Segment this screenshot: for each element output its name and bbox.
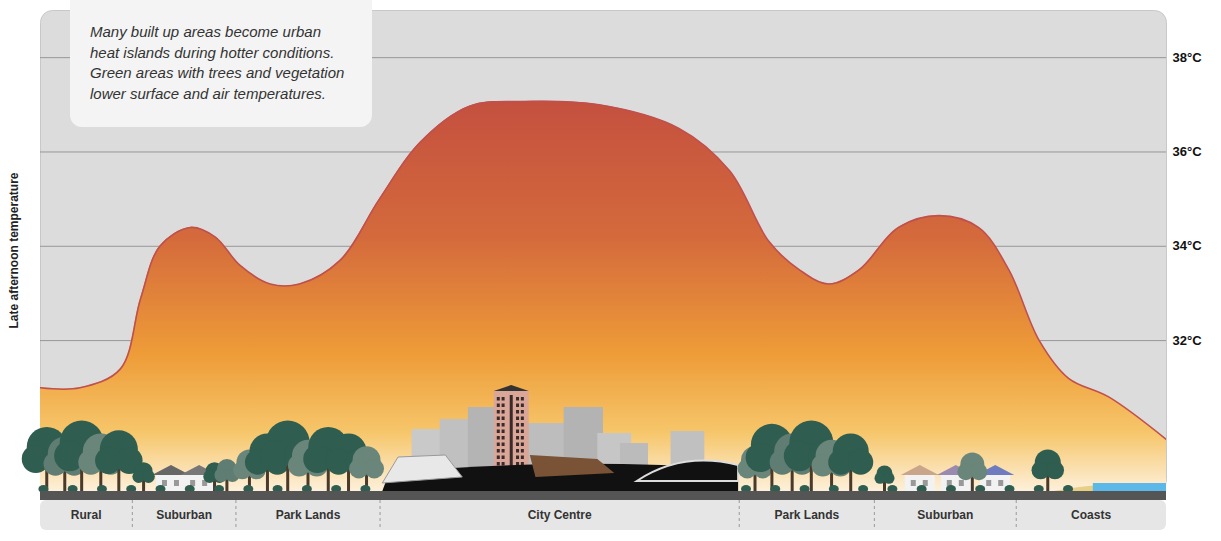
svg-text:Late afternoon temperature: Late afternoon temperature — [7, 172, 21, 328]
html-text:Many built up areas become urb: Many built up areas become urban heat is… — [90, 23, 345, 103]
svg-text:Coasts: Coasts — [1071, 508, 1111, 522]
svg-text:34°C: 34°C — [1173, 238, 1203, 253]
svg-text:City Centre: City Centre — [528, 508, 592, 522]
svg-text:Park Lands: Park Lands — [774, 508, 839, 522]
svg-text:Rural: Rural — [71, 508, 102, 522]
svg-text:Park Lands: Park Lands — [276, 508, 341, 522]
svg-text:Suburban: Suburban — [917, 508, 973, 522]
svg-text:Suburban: Suburban — [156, 508, 212, 522]
svg-text:36°C: 36°C — [1173, 144, 1203, 159]
svg-text:38°C: 38°C — [1173, 50, 1203, 65]
svg-text:32°C: 32°C — [1173, 333, 1203, 348]
